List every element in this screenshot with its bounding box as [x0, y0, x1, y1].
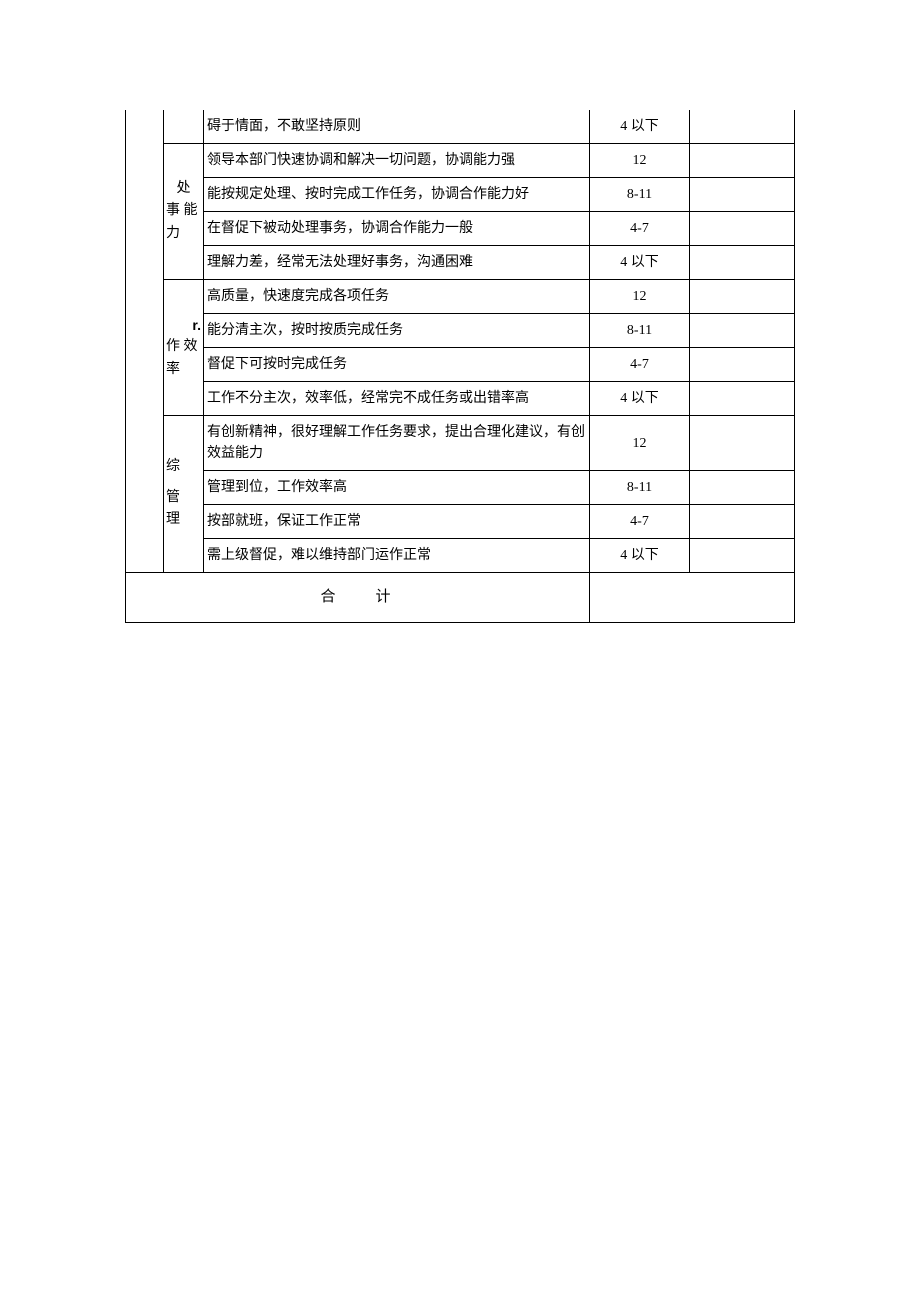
table-row: 按部就班，保证工作正常 4-7 [126, 505, 795, 539]
remark-cell [690, 110, 795, 144]
category-cell [164, 110, 204, 144]
description-cell: 高质量，快速度完成各项任务 [204, 280, 590, 314]
category-cell: 综 管 理 [164, 416, 204, 573]
category-label: 事 能 [166, 200, 201, 222]
group-cell [126, 110, 164, 573]
category-label: r. [166, 314, 201, 336]
table-row: 能按规定处理、按时完成工作任务，协调合作能力好 8-11 [126, 178, 795, 212]
spacer [166, 479, 201, 487]
score-cell: 12 [590, 416, 690, 471]
category-label: 率 [166, 359, 201, 381]
description-cell: 领导本部门快速协调和解决一切问题，协调能力强 [204, 144, 590, 178]
description-cell: 工作不分主次，效率低，经常完不成任务或出错率高 [204, 382, 590, 416]
category-label: 理 [166, 509, 201, 531]
table-row: r. 作 效 率 高质量，快速度完成各项任务 12 [126, 280, 795, 314]
score-cell: 12 [590, 144, 690, 178]
description-cell: 在督促下被动处理事务，协调合作能力一般 [204, 212, 590, 246]
score-cell: 8-11 [590, 471, 690, 505]
table-row: 能分清主次，按时按质完成任务 8-11 [126, 314, 795, 348]
table-row: 督促下可按时完成任务 4-7 [126, 348, 795, 382]
score-cell: 4-7 [590, 505, 690, 539]
category-label: 管 [166, 487, 201, 509]
table-row: 处 事 能 力 领导本部门快速协调和解决一切问题，协调能力强 12 [126, 144, 795, 178]
table-row: 碍于情面，不敢坚持原则 4 以下 [126, 110, 795, 144]
remark-cell [690, 539, 795, 573]
score-cell: 4 以下 [590, 539, 690, 573]
remark-cell [690, 314, 795, 348]
score-cell: 4-7 [590, 348, 690, 382]
table-row: 在督促下被动处理事务，协调合作能力一般 4-7 [126, 212, 795, 246]
remark-cell [690, 505, 795, 539]
score-cell: 8-11 [590, 314, 690, 348]
total-row: 合计 [126, 573, 795, 623]
evaluation-table: 碍于情面，不敢坚持原则 4 以下 处 事 能 力 领导本部门快速协调和解决一切问… [125, 110, 795, 623]
description-cell: 按部就班，保证工作正常 [204, 505, 590, 539]
description-cell: 理解力差，经常无法处理好事务，沟通困难 [204, 246, 590, 280]
description-cell: 需上级督促，难以维持部门运作正常 [204, 539, 590, 573]
total-value-cell [590, 573, 795, 623]
score-cell: 4 以下 [590, 382, 690, 416]
score-cell: 12 [590, 280, 690, 314]
score-cell: 4 以下 [590, 110, 690, 144]
score-cell: 4-7 [590, 212, 690, 246]
table-row: 综 管 理 有创新精神，很好理解工作任务要求，提出合理化建议，有创效益能力 12 [126, 416, 795, 471]
remark-cell [690, 246, 795, 280]
category-cell: 处 事 能 力 [164, 144, 204, 280]
category-label: 处 [166, 178, 201, 200]
description-cell: 碍于情面，不敢坚持原则 [204, 110, 590, 144]
category-label: 作 效 [166, 336, 201, 358]
score-cell: 8-11 [590, 178, 690, 212]
score-cell: 4 以下 [590, 246, 690, 280]
remark-cell [690, 348, 795, 382]
description-cell: 能分清主次，按时按质完成任务 [204, 314, 590, 348]
total-label-cell: 合计 [126, 573, 590, 623]
remark-cell [690, 144, 795, 178]
description-cell: 督促下可按时完成任务 [204, 348, 590, 382]
remark-cell [690, 416, 795, 471]
table-row: 理解力差，经常无法处理好事务，沟通困难 4 以下 [126, 246, 795, 280]
remark-cell [690, 382, 795, 416]
description-cell: 管理到位，工作效率高 [204, 471, 590, 505]
remark-cell [690, 280, 795, 314]
description-cell: 有创新精神，很好理解工作任务要求，提出合理化建议，有创效益能力 [204, 416, 590, 471]
remark-cell [690, 212, 795, 246]
remark-cell [690, 471, 795, 505]
category-cell: r. 作 效 率 [164, 280, 204, 416]
table-row: 工作不分主次，效率低，经常完不成任务或出错率高 4 以下 [126, 382, 795, 416]
table-row: 需上级督促，难以维持部门运作正常 4 以下 [126, 539, 795, 573]
remark-cell [690, 178, 795, 212]
description-cell: 能按规定处理、按时完成工作任务，协调合作能力好 [204, 178, 590, 212]
category-label: 力 [166, 223, 201, 245]
table-row: 管理到位，工作效率高 8-11 [126, 471, 795, 505]
category-label: 综 [166, 456, 201, 478]
